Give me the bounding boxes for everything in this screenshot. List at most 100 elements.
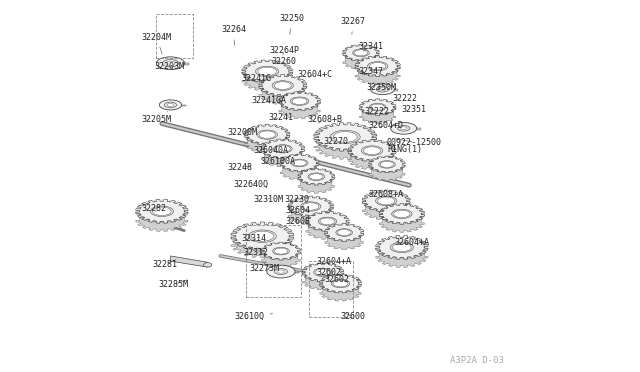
Ellipse shape xyxy=(379,88,386,91)
Ellipse shape xyxy=(371,84,394,94)
Ellipse shape xyxy=(152,207,172,215)
Polygon shape xyxy=(288,206,333,225)
Ellipse shape xyxy=(150,206,173,217)
Text: 32203M: 32203M xyxy=(154,62,184,71)
Ellipse shape xyxy=(156,57,184,70)
Ellipse shape xyxy=(255,66,279,77)
Polygon shape xyxy=(302,263,344,282)
Ellipse shape xyxy=(390,242,413,253)
Text: A3P2A D-03: A3P2A D-03 xyxy=(451,356,504,365)
Polygon shape xyxy=(359,99,396,115)
Ellipse shape xyxy=(362,146,383,155)
Text: 32610Q: 32610Q xyxy=(234,312,273,321)
Polygon shape xyxy=(261,251,301,267)
Ellipse shape xyxy=(371,104,385,110)
Text: 32350M: 32350M xyxy=(367,83,397,92)
Ellipse shape xyxy=(164,102,177,108)
Ellipse shape xyxy=(267,265,295,278)
Polygon shape xyxy=(369,164,405,181)
Polygon shape xyxy=(342,53,380,69)
Ellipse shape xyxy=(316,269,330,276)
Ellipse shape xyxy=(251,231,273,241)
Ellipse shape xyxy=(290,97,309,105)
Polygon shape xyxy=(342,45,380,61)
Ellipse shape xyxy=(259,131,275,138)
Polygon shape xyxy=(306,212,349,231)
Polygon shape xyxy=(261,149,305,167)
Text: 32608: 32608 xyxy=(286,217,311,226)
Polygon shape xyxy=(324,224,364,241)
Text: 32282: 32282 xyxy=(141,204,166,213)
Ellipse shape xyxy=(336,229,353,236)
Text: 32604: 32604 xyxy=(286,206,311,215)
Text: 32222: 32222 xyxy=(365,107,390,116)
Polygon shape xyxy=(244,135,290,153)
Polygon shape xyxy=(280,163,319,180)
Polygon shape xyxy=(369,156,405,173)
Ellipse shape xyxy=(275,248,287,254)
Ellipse shape xyxy=(273,145,292,153)
Polygon shape xyxy=(319,283,362,301)
Text: 32312: 32312 xyxy=(244,248,269,257)
Polygon shape xyxy=(261,139,305,158)
Ellipse shape xyxy=(354,50,367,56)
Ellipse shape xyxy=(166,61,175,65)
Text: 32604+C: 32604+C xyxy=(298,70,333,79)
Ellipse shape xyxy=(333,280,348,287)
Polygon shape xyxy=(319,274,362,293)
Text: 326040A: 326040A xyxy=(253,146,288,155)
Polygon shape xyxy=(231,222,294,250)
Ellipse shape xyxy=(293,160,306,166)
Ellipse shape xyxy=(353,49,369,57)
Ellipse shape xyxy=(277,270,285,273)
Polygon shape xyxy=(379,203,424,224)
Text: 32608+A: 32608+A xyxy=(369,190,403,199)
Polygon shape xyxy=(355,56,401,77)
Text: 32273M: 32273M xyxy=(250,264,279,273)
Polygon shape xyxy=(362,190,410,212)
Text: 32341: 32341 xyxy=(358,42,383,51)
Ellipse shape xyxy=(257,130,277,139)
Text: 32604+D: 32604+D xyxy=(369,121,403,130)
Text: 32260: 32260 xyxy=(271,57,296,66)
Polygon shape xyxy=(314,137,377,159)
Text: 32314: 32314 xyxy=(242,234,267,243)
Polygon shape xyxy=(231,236,294,258)
Ellipse shape xyxy=(390,122,417,134)
Ellipse shape xyxy=(337,230,351,235)
Bar xyxy=(246,225,301,297)
Ellipse shape xyxy=(159,100,182,110)
Ellipse shape xyxy=(275,82,291,89)
Ellipse shape xyxy=(300,202,321,211)
Ellipse shape xyxy=(379,161,396,168)
Text: 32608+B: 32608+B xyxy=(307,115,342,124)
Polygon shape xyxy=(362,201,410,220)
Text: 32267: 32267 xyxy=(340,17,365,35)
Text: 32285M: 32285M xyxy=(158,280,188,289)
Text: 32604+A: 32604+A xyxy=(316,257,351,266)
Polygon shape xyxy=(360,107,396,124)
Text: 32248: 32248 xyxy=(227,163,252,172)
Ellipse shape xyxy=(292,98,307,105)
Polygon shape xyxy=(280,154,319,172)
Polygon shape xyxy=(298,177,335,193)
Polygon shape xyxy=(278,101,321,119)
Text: 32270: 32270 xyxy=(324,137,349,146)
Ellipse shape xyxy=(397,126,410,131)
Text: 32241GA: 32241GA xyxy=(251,96,286,105)
Polygon shape xyxy=(288,196,333,217)
Polygon shape xyxy=(242,71,292,91)
Polygon shape xyxy=(136,211,188,231)
Text: 32602: 32602 xyxy=(324,275,349,284)
Ellipse shape xyxy=(248,230,276,243)
Bar xyxy=(156,14,193,58)
Ellipse shape xyxy=(275,145,291,152)
Text: 32230: 32230 xyxy=(285,195,310,203)
Ellipse shape xyxy=(333,132,357,142)
Text: 32310M: 32310M xyxy=(253,195,283,203)
Text: 326100A: 326100A xyxy=(260,157,296,166)
Ellipse shape xyxy=(167,103,174,106)
Polygon shape xyxy=(259,75,307,96)
Ellipse shape xyxy=(364,147,381,154)
Ellipse shape xyxy=(204,263,212,267)
